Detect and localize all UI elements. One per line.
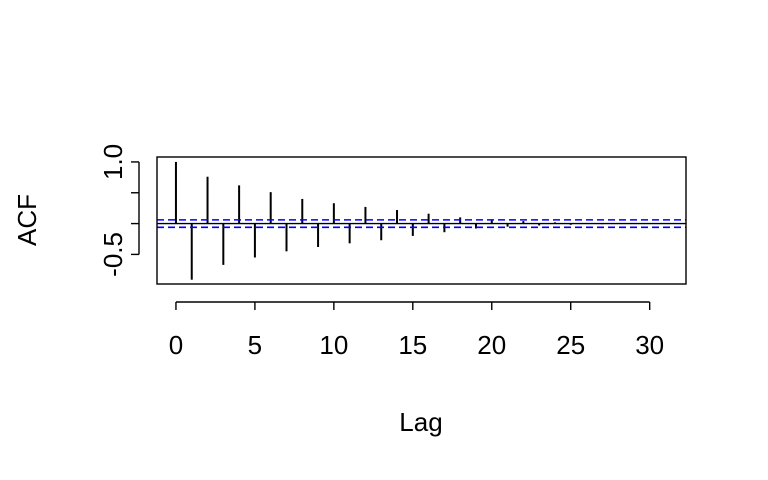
x-tick-label-25: 25 <box>556 330 585 360</box>
x-tick-label-15: 15 <box>398 330 427 360</box>
x-tick-label-20: 20 <box>477 330 506 360</box>
x-tick-label-0: 0 <box>169 330 183 360</box>
x-tick-label-30: 30 <box>635 330 664 360</box>
x-tick-label-10: 10 <box>319 330 348 360</box>
confidence-bounds <box>157 219 686 229</box>
acf-spikes <box>174 161 620 280</box>
plot-frame <box>156 156 687 285</box>
y-axis-label: ACF <box>12 194 42 246</box>
y-tick-label--0.5: -0.5 <box>98 232 128 277</box>
y-tick-label-1: 1.0 <box>98 144 128 180</box>
x-axis: 0 5 10 15 20 25 30 <box>169 301 664 360</box>
x-axis-label: Lag <box>399 407 442 437</box>
x-tick-label-5: 5 <box>248 330 262 360</box>
y-axis: -0.5 1.0 <box>98 144 140 277</box>
